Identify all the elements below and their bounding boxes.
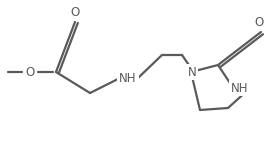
Text: NH: NH [231,82,249,94]
Text: N: N [188,66,196,78]
Text: O: O [25,66,35,78]
Text: O: O [70,5,80,18]
Text: O: O [254,16,264,29]
Text: NH: NH [119,72,137,85]
